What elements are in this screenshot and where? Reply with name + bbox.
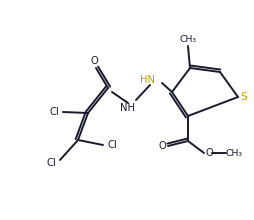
Text: Cl: Cl bbox=[107, 140, 116, 150]
Text: CH₃: CH₃ bbox=[179, 35, 196, 44]
Text: Cl: Cl bbox=[49, 107, 59, 117]
Text: CH₃: CH₃ bbox=[225, 148, 242, 158]
Text: O: O bbox=[157, 141, 165, 151]
Text: NH: NH bbox=[120, 103, 135, 113]
Text: O: O bbox=[204, 148, 212, 158]
Text: O: O bbox=[90, 56, 98, 66]
Text: Cl: Cl bbox=[46, 158, 56, 168]
Text: HN: HN bbox=[140, 75, 155, 85]
Text: S: S bbox=[240, 92, 246, 102]
